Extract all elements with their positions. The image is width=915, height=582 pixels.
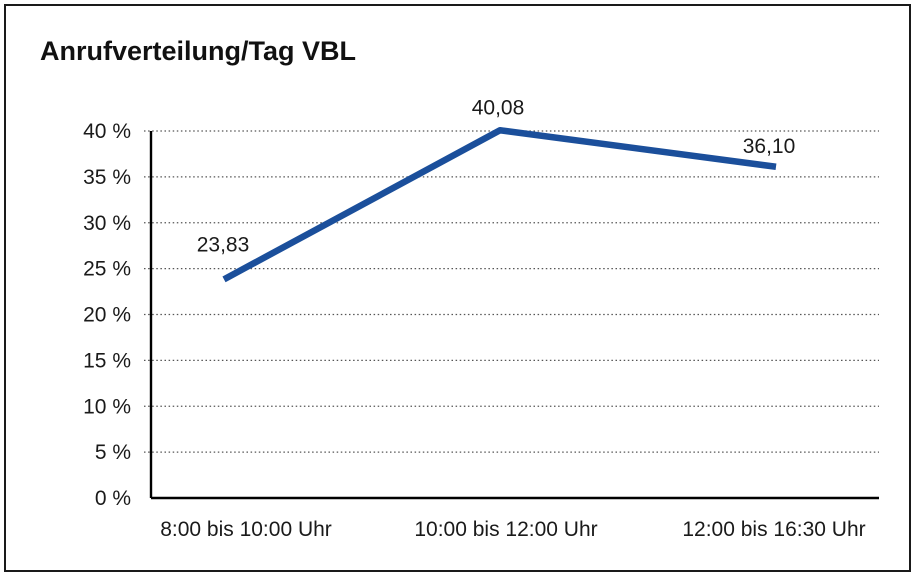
x-category-label: 12:00 bis 16:30 Uhr [682,518,865,541]
data-label: 23,83 [197,233,250,256]
x-category-label: 8:00 bis 10:00 Uhr [160,518,332,541]
y-tick-label: 20 % [83,304,131,327]
y-tick-label: 15 % [83,349,131,372]
y-tick-label: 25 % [83,258,131,281]
line-chart: 0 % 5 % 10 % 15 % 20 % 25 % 30 % 35 % 40 % 23,83 4… [83,96,879,541]
data-label: 40,08 [472,96,525,119]
y-tick-label: 0 % [95,487,131,510]
y-tick-label: 10 % [83,395,131,418]
x-category-label: 10:00 bis 12:00 Uhr [414,518,597,541]
y-tick-label: 35 % [83,166,131,189]
y-tick-label: 40 % [83,120,131,143]
series-line [222,127,777,283]
y-tick-label: 30 % [83,212,131,235]
y-tick-label: 5 % [95,441,131,464]
data-label: 36,10 [743,135,796,158]
chart-title: Anrufverteilung/Tag VBL [40,36,357,66]
chart-frame: Anrufverteilung/Tag VBL 0 % 5 % 10 % 15 % 20… [4,4,911,572]
